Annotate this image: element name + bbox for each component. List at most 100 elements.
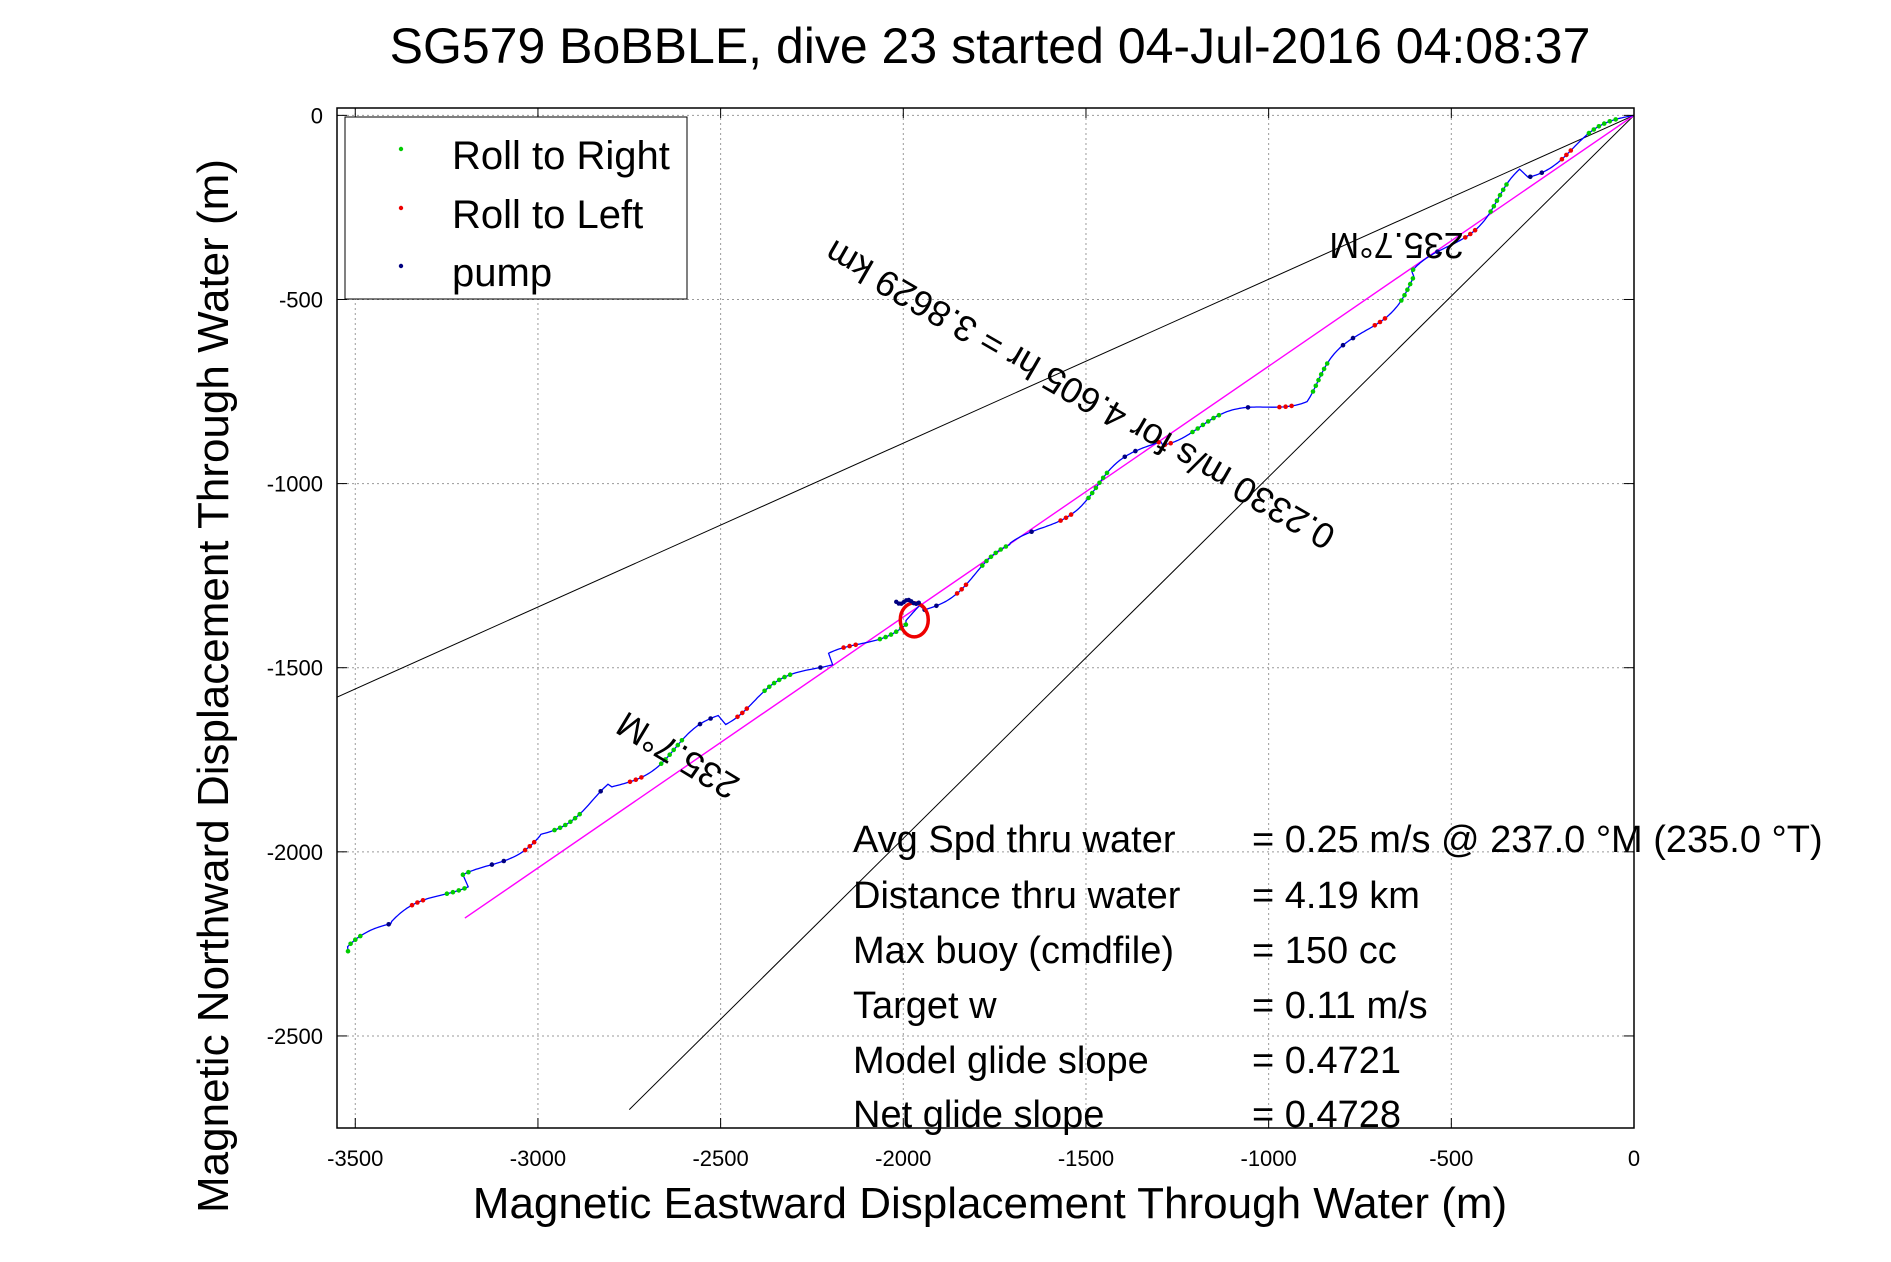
roll-right-point <box>1200 422 1206 428</box>
plot-frame <box>336 107 1635 1129</box>
roll-left-point <box>1472 227 1478 233</box>
roll-right-point <box>1407 281 1413 287</box>
roll-right-point <box>1321 366 1327 372</box>
pump-point <box>697 721 703 727</box>
roll-right-point <box>1601 121 1607 126</box>
roll-right-point <box>1402 292 1407 298</box>
roll-right-point <box>903 622 909 627</box>
roll-left-point <box>959 587 964 592</box>
legend-label-roll-left: Roll to Left <box>452 193 643 237</box>
pump-point <box>501 858 507 864</box>
legend: Roll to Right Roll to Left pump <box>344 116 688 300</box>
legend-item-roll-right: Roll to Right <box>398 134 670 178</box>
roll-left-point <box>963 582 969 588</box>
x-tick-label: -500 <box>1429 1146 1473 1171</box>
course-line-group <box>464 114 1634 919</box>
roll-right-point <box>1205 419 1211 424</box>
pump-point <box>386 922 392 927</box>
cone-line <box>337 114 1634 698</box>
roll-left-point <box>1058 518 1063 523</box>
pump-point <box>1350 335 1356 341</box>
x-tick-label: -3500 <box>327 1146 383 1171</box>
roll-right-point <box>1491 203 1497 209</box>
roll-right-point <box>1613 117 1618 122</box>
roll-right-point <box>1216 412 1222 418</box>
roll-right-point <box>1488 209 1493 214</box>
roll-right-point <box>1093 485 1099 491</box>
roll-right-point <box>776 677 782 683</box>
x-tick-label: -3000 <box>510 1146 566 1171</box>
stat-value: = 0.25 m/s @ 237.0 °M (235.0 °T) <box>1252 819 1823 861</box>
stat-label: Net glide slope <box>853 1094 1104 1136</box>
roll-right-point <box>893 629 899 634</box>
roll-left-point <box>735 714 740 720</box>
roll-right-point <box>771 680 777 686</box>
roll-left-point <box>740 710 745 716</box>
roll-right-point <box>663 757 668 762</box>
roll-right-point <box>883 634 888 640</box>
roll-right-point <box>988 554 994 560</box>
y-tick-label: 0 <box>311 103 323 128</box>
pump-point <box>1245 405 1251 410</box>
roll-left-point <box>1564 152 1569 158</box>
roll-right-point <box>679 738 685 743</box>
roll-left-point <box>420 898 426 903</box>
y-tick-label: -2500 <box>267 1024 323 1049</box>
roll-left-point <box>954 591 960 596</box>
x-tick-label: 0 <box>1628 1146 1640 1171</box>
y-tick-label: -1000 <box>267 472 323 497</box>
roll-left-point <box>531 839 537 845</box>
track-annotations: 235.7°M0.2330 m/s for 4.605 hr = 3.8629 … <box>609 225 1463 808</box>
stat-value: = 150 cc <box>1252 930 1397 972</box>
roll-right-point <box>466 869 471 875</box>
roll-right-point <box>1410 267 1416 273</box>
stat-value: = 0.11 m/s <box>1252 985 1428 1027</box>
roll-left-point <box>1468 231 1473 237</box>
roll-right-point <box>1500 187 1506 193</box>
roll-left-point <box>1568 148 1574 153</box>
y-tick-label: -500 <box>279 287 323 312</box>
pump-point <box>1122 454 1128 460</box>
roll-left-point <box>1277 404 1282 410</box>
roll-left-point <box>1162 442 1168 448</box>
roll-right-point <box>1195 426 1200 431</box>
roll-right-point <box>1586 130 1592 136</box>
roll-left-point <box>1289 403 1294 409</box>
legend-item-pump: pump <box>398 251 552 295</box>
roll-left-point <box>1063 515 1069 521</box>
legend-label-roll-right: Roll to Right <box>452 134 670 178</box>
roll-right-point <box>1596 124 1602 129</box>
roll-right-point <box>1086 495 1091 501</box>
track-annotation: 0.2330 m/s for 4.605 hr = 3.8629 km <box>818 232 1342 558</box>
roll-right-point <box>456 888 462 893</box>
roll-right-point <box>345 948 351 954</box>
roll-right-point <box>1318 372 1324 377</box>
roll-right-point <box>667 752 672 757</box>
roll-left-point <box>1372 323 1378 328</box>
pump-point <box>1133 448 1138 454</box>
stat-label: Avg Spd thru water <box>853 819 1176 861</box>
cone-line <box>628 115 1634 1110</box>
roll-right-point <box>577 811 582 817</box>
pump-point <box>818 665 823 670</box>
x-tick-label: -1500 <box>1058 1146 1114 1171</box>
roll-right-point <box>1089 490 1095 496</box>
roll-right-point <box>1405 287 1410 293</box>
pump-point <box>916 600 921 605</box>
roll-right-point <box>1324 361 1330 366</box>
pump-point <box>598 789 603 794</box>
pump-point <box>934 603 939 609</box>
x-tick-label: -1000 <box>1241 1146 1297 1171</box>
roll-right-point <box>1100 475 1106 481</box>
roll-right-point <box>782 674 787 680</box>
pump-point <box>708 716 713 721</box>
y-tick-label: -1500 <box>267 656 323 681</box>
roll-left-point <box>1382 316 1388 321</box>
roll-right-point <box>1104 470 1110 476</box>
stat-label: Target w <box>853 985 997 1027</box>
roll-right-point <box>462 886 467 891</box>
stat-label: Max buoy (cmdfile) <box>853 930 1174 972</box>
pump-point <box>1340 342 1346 348</box>
roll-markers <box>345 117 1618 954</box>
roll-right-point <box>998 547 1003 552</box>
